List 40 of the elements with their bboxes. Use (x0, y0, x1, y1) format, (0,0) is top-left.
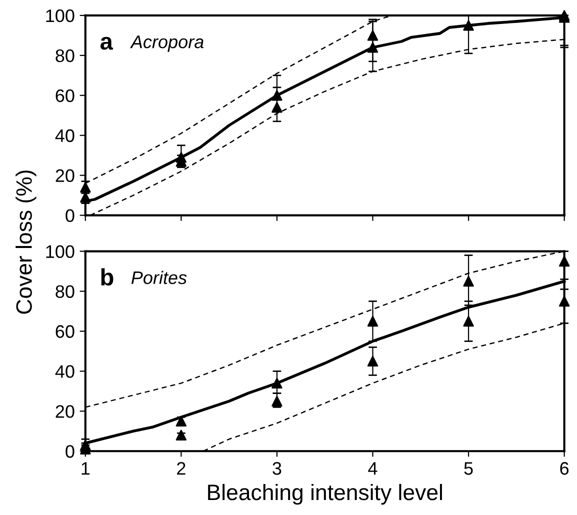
point (272, 102, 282, 113)
point (80, 182, 91, 193)
x-tick-label: 4 (368, 462, 378, 475)
text: Porites (131, 270, 187, 284)
x-tick-label: 5 (464, 462, 473, 475)
point (558, 256, 570, 267)
x-tick-label: 6 (560, 462, 569, 475)
text: Acropora (130, 36, 204, 52)
point (463, 316, 474, 327)
point (272, 396, 282, 407)
y-tick-label: 80 (56, 49, 74, 62)
x-tick-label: 1 (82, 462, 90, 475)
point (272, 90, 282, 101)
text: b (101, 268, 114, 286)
point (176, 416, 187, 427)
x-tick-label: 2 (177, 462, 186, 475)
y-tick-label: 20 (56, 405, 74, 418)
point (367, 42, 378, 53)
y-tick-label: 40 (55, 129, 74, 142)
y-tick-label: 80 (56, 285, 74, 298)
text: a (100, 36, 114, 50)
point (463, 20, 474, 31)
y-tick-label: 0 (66, 445, 74, 458)
point (367, 356, 378, 367)
y-tick-label: 40 (55, 365, 74, 378)
y-tick-label: 0 (66, 209, 74, 222)
y-tick-label: 60 (56, 89, 74, 102)
y-tick-label: 100 (46, 245, 74, 258)
point (558, 296, 570, 307)
y-tick-label: 60 (56, 325, 74, 338)
point (367, 316, 378, 327)
point (272, 378, 282, 389)
y-tick-label: 100 (46, 9, 74, 22)
point (176, 430, 187, 441)
x-axis-title: Bleaching intensity level (208, 484, 442, 505)
y-tick-label: 20 (56, 169, 74, 182)
point (463, 276, 474, 287)
point (367, 30, 378, 41)
y-axis-title: Cover loss (%) (16, 170, 36, 314)
x-tick-label: 3 (272, 462, 282, 475)
